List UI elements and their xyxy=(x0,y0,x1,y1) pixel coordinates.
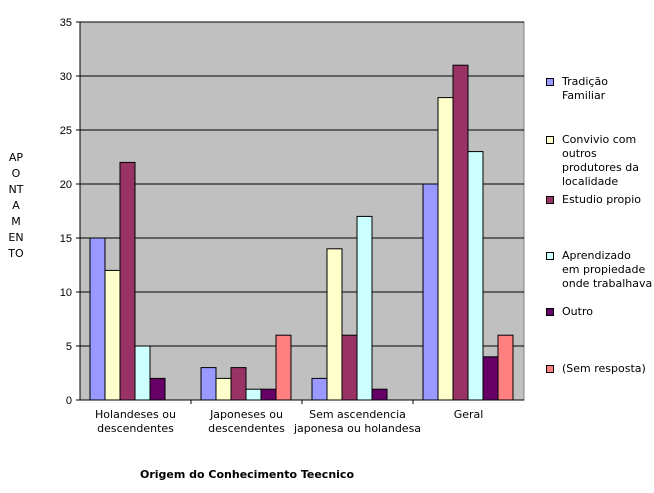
bar xyxy=(311,377,328,401)
bar xyxy=(452,64,469,401)
x-category-label: Sem ascendencia japonesa ou holandesa xyxy=(293,408,421,435)
x-category-label: Holandeses ou descendentes xyxy=(95,408,176,435)
legend-swatch xyxy=(546,196,554,204)
x-category-label: Geral xyxy=(454,408,484,421)
bar xyxy=(260,388,277,401)
y-tick-label: 10 xyxy=(60,287,72,299)
y-tick-label: 20 xyxy=(60,179,72,191)
bar xyxy=(341,334,358,401)
bar xyxy=(356,215,373,401)
bar xyxy=(134,345,151,401)
legend-label: Aprendizado em propiedade onde trabalhava xyxy=(562,249,653,290)
y-tick-label: 0 xyxy=(66,395,72,407)
legend-label: Outro xyxy=(562,305,593,318)
y-tick-label: 15 xyxy=(60,233,72,245)
bar xyxy=(371,388,388,401)
bar xyxy=(437,97,454,401)
bar xyxy=(89,237,106,401)
y-axis-label: APONTAMENTO xyxy=(8,151,24,260)
bar xyxy=(467,151,484,401)
legend-swatch xyxy=(546,136,554,144)
bar xyxy=(149,377,166,401)
bar xyxy=(482,356,499,401)
bar xyxy=(119,161,136,401)
legend-swatch xyxy=(546,78,554,86)
y-tick-label: 5 xyxy=(66,341,72,353)
legend-swatch xyxy=(546,365,554,373)
bar xyxy=(245,388,262,401)
legend-label: (Sem resposta) xyxy=(562,362,646,375)
bar xyxy=(497,334,514,401)
y-tick-label: 30 xyxy=(60,71,72,83)
bar xyxy=(200,367,217,401)
y-tick-label: 35 xyxy=(60,17,72,29)
bar xyxy=(104,269,121,401)
legend-swatch xyxy=(546,308,554,316)
legend-swatch xyxy=(546,252,554,260)
bar xyxy=(422,183,439,401)
bar xyxy=(326,248,343,401)
x-axis-label: Origem do Conhecimento Teecnico xyxy=(139,468,355,481)
bar xyxy=(230,367,247,401)
y-tick-label: 25 xyxy=(60,125,72,137)
bar xyxy=(215,377,232,401)
x-category-label: Japoneses ou descendentes xyxy=(208,408,285,435)
bar xyxy=(275,334,292,401)
legend-label: Convivio com outros produtores da localidad… xyxy=(562,133,639,188)
legend-label: Tradição Familiar xyxy=(562,75,608,102)
legend-label: Estudio propio xyxy=(562,193,641,206)
